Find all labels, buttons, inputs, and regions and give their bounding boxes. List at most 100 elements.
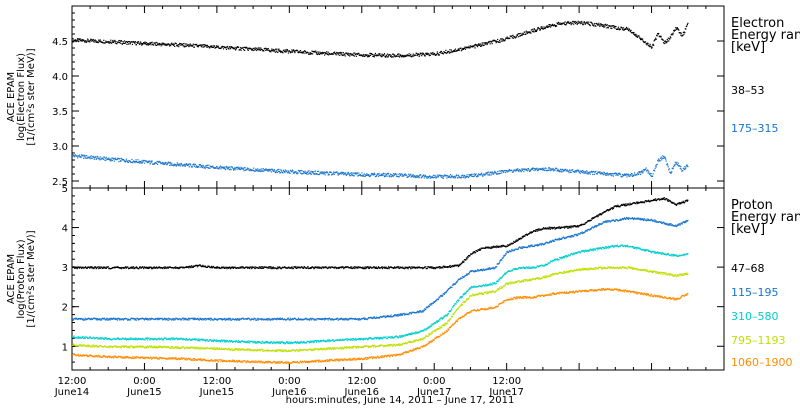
- proton-data-point: [465, 273, 468, 275]
- electron-data-point: [94, 39, 96, 41]
- electron-data-point: [630, 29, 632, 31]
- electron-data-point: [679, 167, 681, 170]
- proton-data-point: [432, 266, 434, 269]
- proton-data-point: [502, 244, 504, 246]
- electron-data-point: [512, 37, 514, 39]
- proton-data-points: [72, 196, 689, 365]
- electron-data-point: [197, 46, 199, 48]
- proton-data-point: [459, 264, 462, 266]
- electron-data-point: [616, 173, 619, 175]
- proton-data-point: [572, 226, 574, 228]
- proton-data-point: [178, 267, 180, 269]
- electron-data-point: [127, 43, 130, 45]
- electron-data-point: [530, 32, 532, 34]
- electron-data-point: [291, 51, 294, 53]
- electron-data-point: [76, 155, 78, 157]
- proton-data-point: [161, 317, 163, 319]
- electron-data-point: [258, 170, 260, 172]
- proton-data-point: [143, 318, 145, 320]
- proton-data-point: [310, 318, 312, 320]
- electron-data-point: [537, 169, 540, 171]
- proton-data-point: [98, 267, 100, 270]
- electron-data-point: [373, 54, 375, 56]
- proton-data-point: [96, 267, 98, 269]
- electron-data-point: [319, 51, 321, 53]
- proton-data-point: [89, 318, 91, 320]
- proton-data-point: [609, 221, 611, 223]
- electron-data-point: [307, 52, 309, 54]
- proton-data-point: [210, 265, 213, 267]
- electron-data-point: [474, 47, 476, 49]
- proton-data-point: [315, 319, 318, 321]
- proton-data-point: [549, 228, 552, 230]
- electron-data-point: [399, 173, 401, 175]
- electron-data-point: [440, 50, 442, 53]
- proton-data-point: [480, 269, 482, 271]
- electron-data-point: [90, 38, 92, 41]
- proton-data-point: [101, 266, 103, 269]
- proton-data-point: [375, 266, 378, 268]
- electron-data-point: [427, 175, 429, 178]
- electron-data-point: [496, 41, 498, 43]
- proton-data-point: [644, 202, 646, 204]
- electron-data-point: [480, 45, 482, 47]
- electron-data-point: [548, 169, 550, 171]
- electron-data-point: [662, 155, 664, 157]
- electron-data-point: [417, 53, 419, 55]
- electron-data-point: [485, 43, 487, 45]
- electron-data-point: [396, 54, 399, 56]
- electron-data-point: [338, 52, 340, 54]
- proton-data-point: [487, 267, 489, 269]
- proton-data-point: [78, 266, 80, 268]
- proton-data-point: [277, 317, 279, 320]
- proton-data-point: [176, 317, 178, 320]
- proton-data-point: [84, 317, 86, 319]
- electron-data-point: [424, 175, 426, 178]
- electron-data-point: [262, 168, 264, 170]
- electron-data-point: [526, 32, 528, 34]
- electron-data-point: [244, 167, 246, 169]
- electron-data-point: [222, 46, 224, 48]
- proton-data-point: [339, 317, 341, 320]
- electron-data-point: [538, 28, 541, 30]
- electron-data-point: [155, 44, 157, 46]
- electron-data-point: [339, 54, 341, 56]
- electron-data-point: [597, 24, 599, 26]
- electron-data-point: [377, 175, 380, 177]
- electron-data-point: [171, 42, 173, 44]
- proton-data-point: [490, 247, 492, 249]
- proton-data-point: [530, 231, 533, 233]
- proton-data-point: [534, 230, 536, 232]
- electron-data-point: [365, 54, 367, 56]
- proton-data-point: [215, 266, 218, 268]
- proton-ytick-label: 1: [62, 342, 68, 353]
- electron-data-point: [174, 45, 176, 48]
- proton-data-point: [74, 317, 76, 319]
- proton-data-point: [190, 266, 192, 268]
- proton-data-point: [418, 267, 420, 269]
- proton-data-point: [400, 313, 402, 315]
- proton-data-point: [335, 266, 337, 268]
- proton-data-point: [393, 267, 395, 269]
- proton-data-point: [194, 317, 196, 320]
- proton-data-point: [514, 241, 516, 243]
- electron-data-point: [84, 154, 86, 156]
- electron-data-point: [517, 169, 519, 172]
- proton-data-point: [426, 306, 428, 308]
- electron-data-point: [525, 30, 527, 32]
- electron-data-point: [215, 167, 217, 169]
- proton-data-point: [157, 267, 159, 269]
- electron-data-point: [316, 173, 318, 175]
- electron-data-point: [569, 169, 571, 171]
- proton-data-point: [281, 317, 283, 319]
- proton-data-point: [146, 266, 148, 269]
- proton-data-point: [179, 267, 181, 269]
- electron-data-point: [380, 55, 382, 57]
- electron-series: [72, 20, 689, 58]
- proton-data-point: [335, 267, 337, 270]
- electron-data-point: [410, 173, 412, 175]
- proton-data-point: [227, 266, 229, 269]
- proton-data-point: [126, 318, 128, 320]
- proton-data-point: [661, 198, 663, 201]
- electron-data-point: [385, 174, 387, 176]
